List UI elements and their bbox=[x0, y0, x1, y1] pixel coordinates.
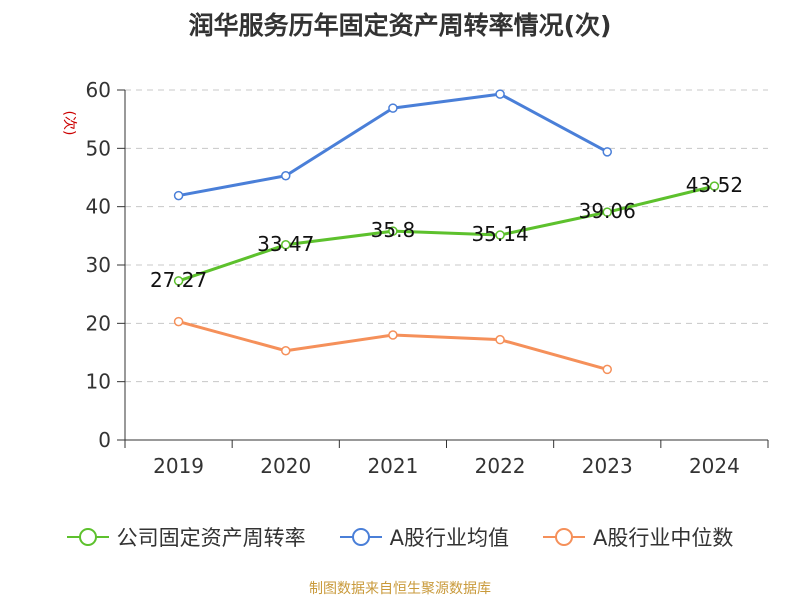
data-point-industry_avg bbox=[495, 89, 505, 99]
y-tick-label: 10 bbox=[86, 370, 111, 394]
series-line-company bbox=[178, 184, 715, 283]
series-layer bbox=[173, 89, 720, 375]
x-tick-label: 2021 bbox=[367, 454, 418, 478]
line-chart: 0 10 20 30 40 50 60 2019 2020 2021 2022 2023 2024 (次… bbox=[61, 78, 769, 478]
data-point-company bbox=[173, 276, 184, 286]
series-line-industry_median bbox=[178, 320, 608, 371]
chart-title: 润华服务历年固定资产周转率情况(次) bbox=[188, 11, 612, 40]
y-tick-label: 0 bbox=[98, 428, 111, 452]
x-tick-label: 2024 bbox=[689, 454, 740, 478]
data-point-industry_median bbox=[388, 330, 398, 340]
legend-marker-company bbox=[66, 528, 109, 546]
y-tick-label: 20 bbox=[86, 311, 111, 335]
data-point-industry_avg bbox=[388, 103, 398, 113]
data-label-company: 43.52 bbox=[686, 173, 743, 197]
x-tick-label: 2020 bbox=[260, 454, 311, 478]
data-label-company: 27.27 bbox=[150, 268, 207, 292]
data-point-industry_median bbox=[495, 334, 505, 345]
legend-item-industry-avg[interactable]: A股行业均值 bbox=[339, 522, 509, 552]
axes: 0 10 20 30 40 50 60 2019 2020 2021 2022 2023 2024 bbox=[86, 78, 769, 478]
data-point-industry_avg bbox=[173, 190, 184, 201]
data-point-industry_median bbox=[281, 346, 291, 356]
data-point-industry_median bbox=[173, 316, 184, 327]
data-point-industry_median bbox=[602, 364, 612, 375]
data-label-company: 35.8 bbox=[371, 218, 416, 242]
legend: 公司固定资产周转率 A股行业均值 A股行业中位数 bbox=[0, 520, 800, 554]
source-note: 制图数据来自恒生聚源数据库 bbox=[309, 581, 491, 597]
data-point-company bbox=[602, 207, 612, 217]
data-labels: 27.27 33.47 35.8 35.14 39.06 43.52 bbox=[150, 173, 743, 292]
x-tick-label: 2022 bbox=[475, 454, 526, 478]
data-point-company bbox=[388, 226, 398, 236]
y-tick-label: 60 bbox=[86, 78, 111, 102]
legend-label-company: 公司固定资产周转率 bbox=[116, 526, 306, 550]
data-point-industry_avg bbox=[602, 147, 612, 157]
data-point-company bbox=[281, 240, 291, 250]
legend-marker-industry-median bbox=[543, 528, 585, 546]
legend-marker-industry-avg bbox=[339, 528, 382, 546]
y-axis-label: (次) bbox=[61, 111, 77, 136]
y-tick-label: 30 bbox=[86, 253, 111, 277]
data-label-company: 39.06 bbox=[579, 199, 636, 223]
grid-lines bbox=[125, 89, 768, 383]
data-label-company: 33.47 bbox=[257, 232, 314, 256]
data-point-company bbox=[709, 181, 720, 191]
data-label-company: 35.14 bbox=[471, 222, 528, 246]
x-tick-label: 2019 bbox=[153, 454, 204, 478]
y-tick-label: 40 bbox=[86, 195, 111, 219]
y-tick-label: 50 bbox=[86, 136, 111, 160]
data-point-industry_avg bbox=[281, 171, 291, 181]
legend-label-industry-median: A股行业中位数 bbox=[593, 526, 734, 550]
legend-item-industry-median[interactable]: A股行业中位数 bbox=[543, 522, 733, 552]
data-point-company bbox=[495, 230, 505, 240]
legend-label-industry-avg: A股行业均值 bbox=[389, 526, 509, 550]
x-tick-label: 2023 bbox=[582, 454, 633, 478]
legend-item-company[interactable]: 公司固定资产周转率 bbox=[66, 522, 306, 552]
